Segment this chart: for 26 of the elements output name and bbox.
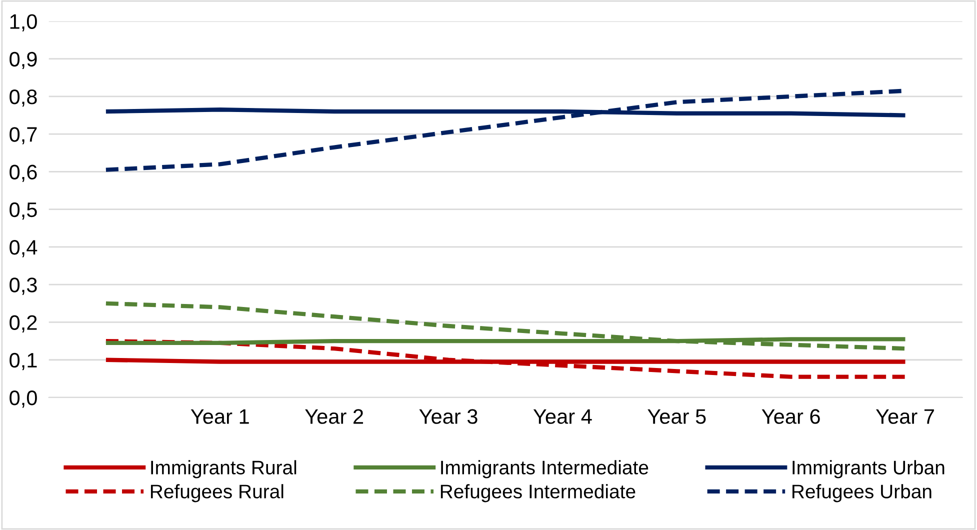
y-tick-label: 0,9	[10, 52, 37, 70]
x-tick-label: Year 7	[876, 409, 934, 424]
y-tick-label: 0,2	[10, 315, 37, 332]
line-series	[104, 338, 908, 379]
y-tick-label: 0,7	[10, 127, 37, 144]
y-tick-label: 0,6	[10, 164, 37, 182]
x-tick-label: Year 4	[533, 409, 592, 424]
y-tick-label: 0,5	[10, 202, 37, 220]
legend-label: Immigrants Rural	[151, 460, 296, 478]
line-series	[104, 301, 908, 351]
legend-label: Immigrants Urban	[792, 460, 944, 478]
y-tick-label: 0,1	[10, 352, 37, 370]
x-tick-label: Year 3	[419, 409, 478, 424]
legend-label: Immigrants Intermediate	[441, 460, 648, 478]
legend-label: Refugees Urban	[792, 484, 932, 502]
legend-label: Refugees Intermediate	[440, 484, 636, 502]
y-tick-label: 0,3	[10, 278, 37, 295]
y-tick-label: 0,4	[10, 240, 38, 258]
y-tick-label: 0,0	[10, 390, 37, 408]
x-tick-label: Year 6	[762, 409, 820, 424]
y-tick-label: 0,8	[10, 89, 37, 107]
x-tick-label: Year 2	[305, 409, 364, 424]
legend-label: Refugees Rural	[150, 484, 284, 502]
x-tick-label: Year 1	[190, 409, 249, 424]
x-tick-label: Year 5	[648, 409, 706, 424]
y-tick-label: 1,0	[10, 14, 37, 32]
